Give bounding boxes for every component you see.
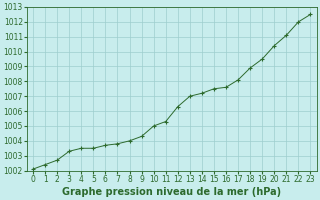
X-axis label: Graphe pression niveau de la mer (hPa): Graphe pression niveau de la mer (hPa) [62,187,281,197]
